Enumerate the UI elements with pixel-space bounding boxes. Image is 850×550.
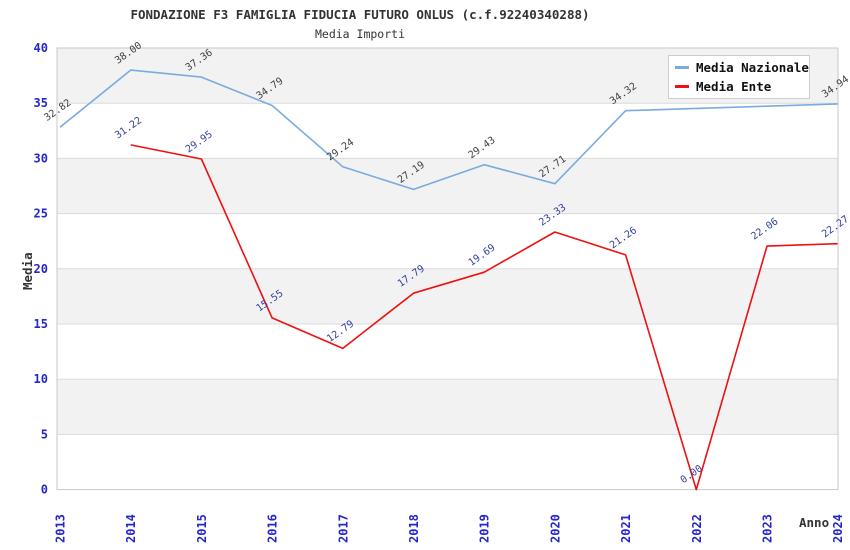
x-tick-label: 2014 [124, 514, 138, 543]
y-tick-label: 5 [41, 427, 48, 441]
point-label-media-ente: 22.27 [820, 214, 850, 240]
x-tick-label: 2013 [54, 514, 68, 543]
legend-line-marker [675, 85, 689, 88]
line-media-nazionale [59, 69, 838, 191]
x-tick-label: 2016 [266, 514, 280, 543]
plot-border [56, 47, 839, 491]
x-tick-label: 2022 [690, 514, 704, 543]
legend-line-marker [675, 66, 689, 69]
x-tick-label: 2015 [195, 514, 209, 543]
line-media-ente [130, 144, 838, 491]
x-tick-label: 2018 [407, 514, 421, 543]
chart-title: FONDAZIONE F3 FAMIGLIA FIDUCIA FUTURO ON… [130, 7, 590, 22]
legend-item: Media Nazionale [675, 60, 809, 75]
point-label-media-ente: 22.06 [749, 216, 780, 242]
x-tick-label: 2023 [761, 514, 775, 543]
legend-item-label: Media Ente [696, 79, 772, 94]
point-label-media-nazionale: 29.43 [467, 135, 498, 161]
x-tick-label: 2019 [478, 514, 492, 543]
point-label-media-ente: 31.22 [113, 115, 144, 141]
y-tick-label: 25 [34, 207, 48, 221]
x-tick-label: 2024 [831, 514, 845, 543]
point-label-media-ente: 21.26 [608, 225, 639, 251]
grid-band [57, 268, 838, 324]
legend-item: Media Ente [675, 79, 809, 94]
point-label-media-ente: 0.00 [679, 463, 705, 486]
grid-band [57, 379, 838, 435]
y-tick-label: 40 [34, 41, 48, 55]
y-tick-label: 35 [34, 96, 48, 110]
y-tick-label: 0 [41, 483, 48, 497]
grid-band [57, 158, 838, 214]
point-label-media-ente: 19.69 [467, 242, 498, 268]
x-tick-label: 2021 [619, 514, 633, 543]
legend-box: Media Nazionale Media Ente [668, 55, 810, 99]
point-label-media-ente: 29.95 [184, 129, 215, 155]
y-tick-label: 20 [34, 262, 48, 276]
x-tick-label: 2017 [336, 514, 350, 543]
y-tick-label: 15 [34, 317, 48, 331]
y-axis-title: Media [20, 252, 35, 290]
chart-subtitle: Media Importi [314, 27, 405, 41]
legend-item-label: Media Nazionale [696, 60, 809, 75]
y-tick-label: 10 [34, 372, 48, 386]
y-tick-label: 30 [34, 151, 48, 165]
x-axis-title: Anno [799, 515, 829, 530]
x-tick-label: 2020 [548, 514, 562, 543]
